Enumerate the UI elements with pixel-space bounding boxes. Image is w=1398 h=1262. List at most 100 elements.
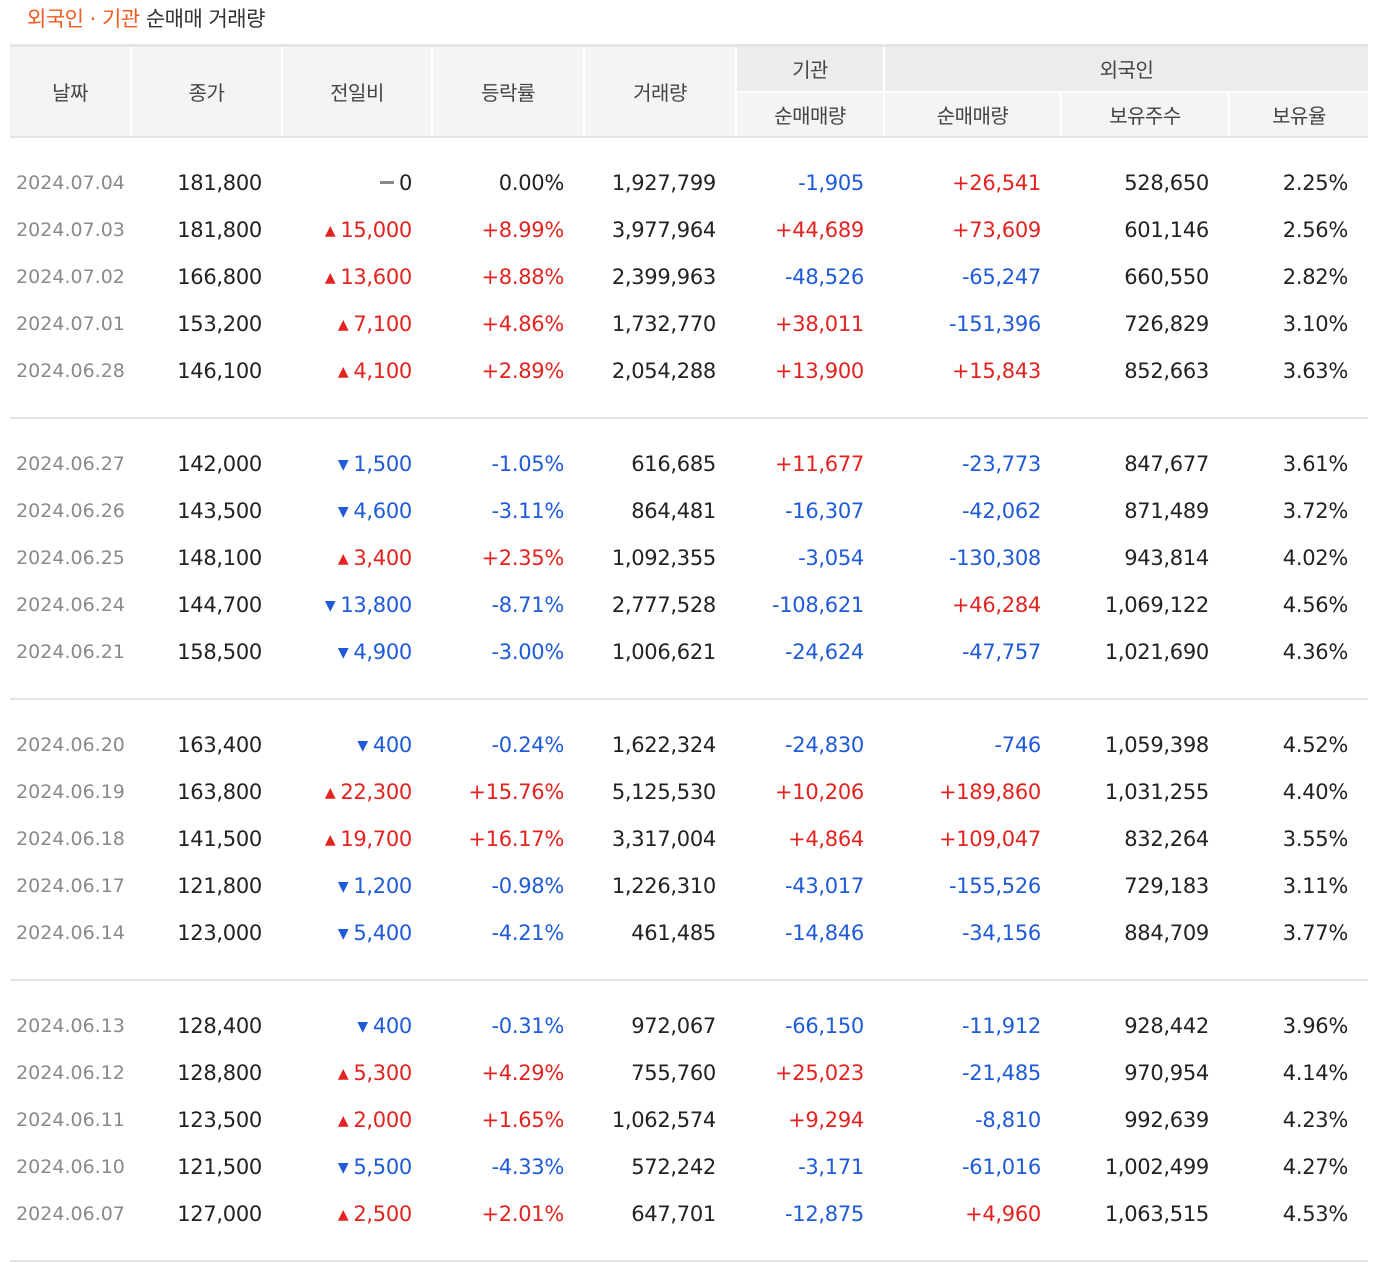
table-header: 날짜 종가 전일비 등락률 거래량 기관 외국인 순매매량 순매매량 보유주수 … <box>10 44 1368 138</box>
cell-foreign-net: -23,773 <box>962 452 1041 476</box>
triangle-up-icon: ▲ <box>337 317 349 333</box>
cell-volume: 5,125,530 <box>611 780 716 804</box>
cell-rate: +1.65% <box>481 1108 564 1132</box>
cell-foreign-holdings: 1,031,255 <box>1104 780 1209 804</box>
cell-foreign-holdings: 871,489 <box>1124 499 1209 523</box>
cell-inst-net: +25,023 <box>775 1061 864 1085</box>
cell-close: 153,200 <box>177 312 262 336</box>
cell-volume: 1,732,770 <box>611 312 716 336</box>
cell-foreign-ratio: 3.63% <box>1282 359 1349 383</box>
change-value: 22,300 <box>340 780 412 804</box>
cell-foreign-net: +189,860 <box>938 780 1041 804</box>
triangle-down-icon: ▼ <box>357 738 368 754</box>
triangle-up-icon: ▲ <box>337 1207 349 1223</box>
cell-close: 128,800 <box>177 1061 262 1085</box>
triangle-down-icon: ▼ <box>337 504 349 520</box>
triangle-down-icon: ▼ <box>337 1160 349 1176</box>
cell-date: 2024.07.04 <box>16 172 125 194</box>
cell-date: 2024.07.03 <box>16 219 125 241</box>
cell-close: 143,500 <box>177 499 262 523</box>
cell-change: ▲ 4,100 <box>282 348 432 395</box>
triangle-up-icon: ▲ <box>337 364 349 380</box>
cell-foreign-ratio: 3.61% <box>1282 452 1349 476</box>
group-spacer-cell <box>10 700 1368 722</box>
cell-volume: 2,054,288 <box>611 359 716 383</box>
triangle-up-icon: ▲ <box>324 832 336 848</box>
cell-rate: -1.05% <box>491 452 565 476</box>
cell-change: ▲ 19,700 <box>282 816 432 863</box>
cell-foreign-ratio: 2.25% <box>1282 171 1349 195</box>
cell-change: ▲ 2,500 <box>282 1191 432 1238</box>
triangle-up-icon: ▲ <box>324 785 336 801</box>
cell-foreign-ratio: 4.40% <box>1282 780 1349 804</box>
cell-foreign-net: -34,156 <box>962 921 1041 945</box>
change-value: 13,800 <box>340 593 412 617</box>
group-spacer-cell <box>10 676 1368 699</box>
table-row: 2024.06.18 141,500 ▲ 19,700 +16.17% 3,317,004… <box>10 816 1368 863</box>
table-row: 2024.07.01 153,200 ▲ 7,100 +4.86% 1,732,770 +3… <box>10 301 1368 348</box>
cell-foreign-ratio: 4.23% <box>1282 1108 1349 1132</box>
table-row: 2024.06.27 142,000 ▼ 1,500 -1.05% 616,685 +11,… <box>10 441 1368 488</box>
table-row: 2024.06.21 158,500 ▼ 4,900 -3.00% 1,006,621 -2… <box>10 629 1368 676</box>
cell-change: ▲ 5,300 <box>282 1050 432 1097</box>
table-row: 2024.06.17 121,800 ▼ 1,200 -0.98% 1,226,310 -4… <box>10 863 1368 910</box>
header-volume: 거래량 <box>584 44 737 138</box>
triangle-up-icon: ▲ <box>337 1066 349 1082</box>
triangle-up-icon: ▲ <box>337 1113 349 1129</box>
cell-close: 121,500 <box>177 1155 262 1179</box>
table-row: 2024.06.13 128,400 ▼ 400 -0.31% 972,067 -66,15… <box>10 1003 1368 1050</box>
table-body: 2024.07.04 181,800 0 0.00% 1,927,799 -1,905 +2… <box>10 137 1368 1262</box>
cell-foreign-holdings: 884,709 <box>1124 921 1209 945</box>
cell-change: ▼ 1,500 <box>282 441 432 488</box>
cell-volume: 3,977,964 <box>611 218 716 242</box>
header-change: 전일비 <box>282 44 433 138</box>
cell-inst-net: -1,905 <box>798 171 864 195</box>
cell-change: ▲ 22,300 <box>282 769 432 816</box>
cell-change: ▼ 5,400 <box>282 910 432 957</box>
cell-date: 2024.06.07 <box>16 1203 125 1225</box>
cell-volume: 2,399,963 <box>611 265 716 289</box>
cell-foreign-net: -8,810 <box>975 1108 1041 1132</box>
triangle-up-icon: ▲ <box>337 551 349 567</box>
cell-foreign-holdings: 1,069,122 <box>1104 593 1209 617</box>
cell-volume: 647,701 <box>631 1202 716 1226</box>
cell-date: 2024.06.14 <box>16 922 125 944</box>
cell-rate: -4.21% <box>491 921 565 945</box>
triangle-up-icon: ▲ <box>324 270 336 286</box>
cell-foreign-net: +109,047 <box>938 827 1041 851</box>
cell-volume: 1,062,574 <box>611 1108 716 1132</box>
cell-volume: 1,622,324 <box>611 733 716 757</box>
cell-foreign-holdings: 660,550 <box>1124 265 1209 289</box>
cell-inst-net: +44,689 <box>775 218 864 242</box>
header-rate: 등락률 <box>432 44 585 138</box>
cell-volume: 1,092,355 <box>611 546 716 570</box>
cell-inst-net: +11,677 <box>775 452 864 476</box>
cell-foreign-holdings: 847,677 <box>1124 452 1209 476</box>
cell-rate: +16.17% <box>468 827 564 851</box>
cell-inst-net: -3,054 <box>798 546 864 570</box>
cell-rate: -0.98% <box>491 874 565 898</box>
cell-change: ▼ 400 <box>282 722 432 769</box>
table-row: 2024.06.20 163,400 ▼ 400 -0.24% 1,622,324 -24,… <box>10 722 1368 769</box>
group-spacer-cell <box>10 395 1368 418</box>
cell-rate: -8.71% <box>491 593 565 617</box>
cell-foreign-net: +73,609 <box>952 218 1041 242</box>
table-row: 2024.06.07 127,000 ▲ 2,500 +2.01% 647,701 -12,… <box>10 1191 1368 1238</box>
cell-inst-net: +10,206 <box>775 780 864 804</box>
cell-change: ▼ 13,800 <box>282 582 432 629</box>
cell-foreign-ratio: 3.55% <box>1282 827 1349 851</box>
cell-inst-net: +4,864 <box>788 827 864 851</box>
cell-close: 166,800 <box>177 265 262 289</box>
cell-foreign-net: -11,912 <box>962 1014 1041 1038</box>
triangle-down-icon: ▼ <box>337 457 349 473</box>
table-row: 2024.06.26 143,500 ▼ 4,600 -3.11% 864,481 -16,… <box>10 488 1368 535</box>
cell-inst-net: -108,621 <box>771 593 864 617</box>
trading-volume-table: 날짜 종가 전일비 등락률 거래량 기관 외국인 순매매량 순매매량 보유주수 … <box>10 44 1368 1262</box>
table-row: 2024.06.14 123,000 ▼ 5,400 -4.21% 461,485 -14,… <box>10 910 1368 957</box>
cell-change: ▲ 15,000 <box>282 207 432 254</box>
cell-foreign-net: +26,541 <box>952 171 1041 195</box>
cell-rate: 0.00% <box>498 171 565 195</box>
cell-foreign-holdings: 1,063,515 <box>1104 1202 1209 1226</box>
cell-date: 2024.06.25 <box>16 547 125 569</box>
triangle-down-icon: ▼ <box>337 926 349 942</box>
